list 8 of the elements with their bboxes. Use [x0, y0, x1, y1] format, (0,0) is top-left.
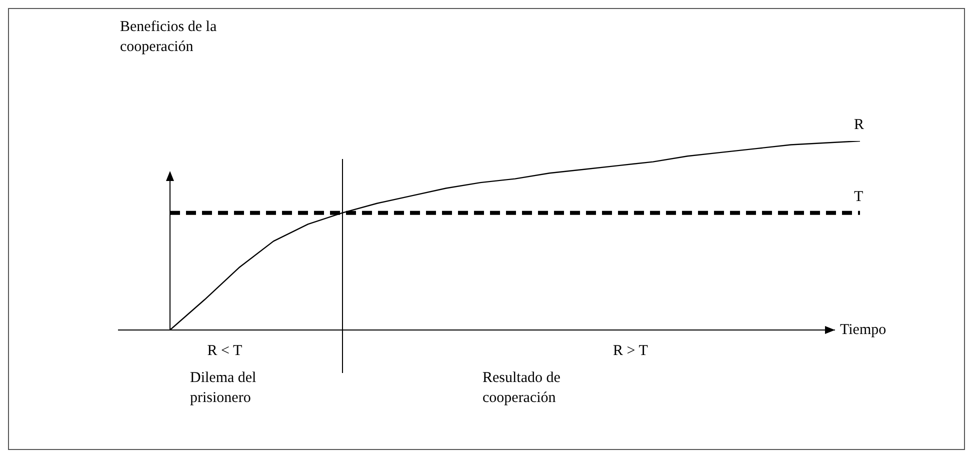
text: R < T [207, 343, 242, 359]
x-axis-title: Tiempo [840, 322, 886, 338]
series-label: R [854, 117, 864, 133]
text: Beneficios de la cooperación [120, 19, 217, 55]
text: Resultado de cooperación [482, 370, 561, 406]
text: R > T [613, 343, 648, 359]
series-label: T [854, 188, 864, 205]
text: Dilema del prisionero [190, 370, 256, 406]
